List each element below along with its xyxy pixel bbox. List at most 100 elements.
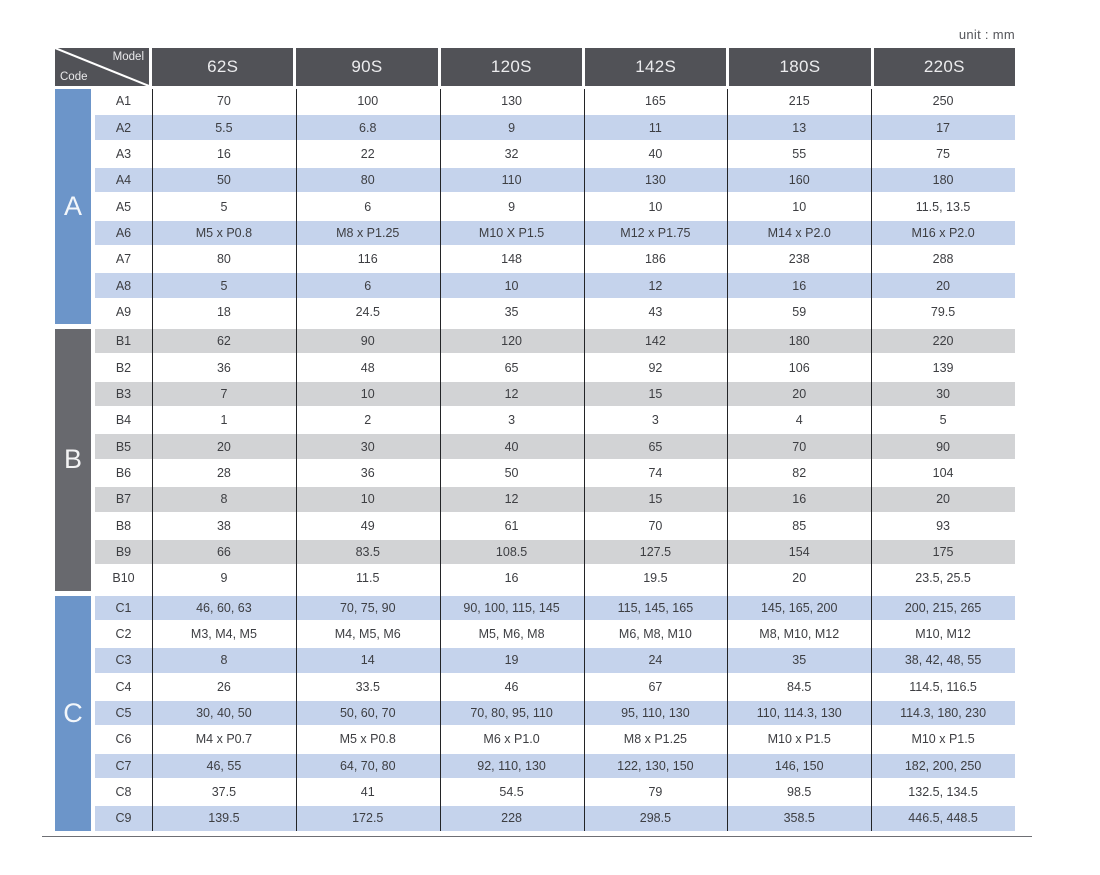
code-cell-B1: B1: [115, 334, 132, 349]
table-row-B10: B10 9 11.5 16 19.5 20 23.5, 25.5: [95, 566, 1015, 592]
value-cell-C3-220S: 38, 42, 48, 55: [904, 653, 982, 668]
row-background: B1 62 90 120 142 180 220: [95, 329, 1015, 354]
value-cell-C9-180S: 358.5: [783, 811, 815, 826]
value-cell-B10-180S: 20: [792, 571, 807, 586]
value-cell-C8-142S: 79: [648, 785, 663, 800]
value-cell-A1-120S: 130: [501, 94, 522, 109]
value-cell-A8-120S: 10: [504, 278, 519, 293]
value-cell-B2-90S: 48: [360, 360, 375, 375]
code-cell-A6: A6: [115, 225, 132, 240]
value-cell-B3-120S: 12: [504, 386, 519, 401]
code-cell-B8: B8: [115, 518, 132, 533]
table-row-B5: B5 20 30 40 65 70 90: [95, 434, 1015, 460]
value-cell-B6-220S: 104: [932, 465, 954, 480]
table-row-C3: C3 8 14 19 24 35 38, 42, 48, 55: [95, 648, 1015, 674]
value-cell-C9-90S: 172.5: [352, 811, 384, 826]
code-cell-A8: A8: [115, 278, 132, 293]
value-cell-B10-142S: 19.5: [643, 571, 668, 586]
section-sidebar-A: A: [55, 89, 91, 325]
value-cell-C1-120S: 90, 100, 115, 145: [463, 600, 560, 615]
value-cell-C1-62S: 46, 60, 63: [196, 600, 252, 615]
row-background: B3 7 10 12 15 20 30: [95, 381, 1015, 407]
row-background: C4 26 33.5 46 67 84.5 114.5, 116.5: [95, 674, 1015, 699]
row-background: C9 139.5 172.5 228 298.5 358.5 446.5, 448.5: [95, 806, 1015, 831]
value-cell-C4-142S: 67: [648, 679, 663, 694]
value-cell-C6-62S: M4 x P0.7: [195, 732, 253, 747]
row-background: C3 8 14 19 24 35 38, 42, 48, 55: [95, 648, 1015, 673]
value-cell-A9-62S: 18: [216, 304, 231, 319]
value-cell-A3-220S: 75: [936, 146, 950, 161]
value-cell-C1-142S: 115, 145, 165: [617, 600, 694, 615]
value-cell-B5-220S: 90: [936, 439, 950, 454]
row-background: A1 70 100 130 165 215 250: [95, 89, 1015, 114]
grid-vertical-line: [727, 89, 729, 831]
value-cell-B4-62S: 1: [220, 413, 228, 428]
table-row-C5: C5 30, 40, 50 50, 60, 70 70, 80, 95, 110 95,…: [95, 700, 1015, 727]
value-cell-C7-120S: 92, 110, 130: [477, 758, 546, 773]
model-code-corner-cell: Model Code: [55, 48, 149, 86]
value-cell-B9-62S: 66: [216, 545, 231, 560]
value-cell-A8-90S: 6: [364, 278, 372, 293]
value-cell-B7-180S: 16: [792, 492, 807, 507]
value-cell-C4-180S: 84.5: [787, 679, 812, 694]
value-cell-B9-142S: 127.5: [639, 545, 672, 560]
value-cell-A9-90S: 24.5: [355, 304, 380, 319]
table-row-B1: B1 62 90 120 142 180 220: [95, 329, 1015, 355]
table-row-A9: A9 18 24.5 35 43 59 79.5: [95, 299, 1015, 326]
value-cell-A5-120S: 9: [508, 199, 516, 214]
code-cell-C6: C6: [115, 732, 132, 747]
value-cell-C5-180S: 110, 114.3, 130: [756, 706, 842, 721]
value-cell-B4-220S: 5: [939, 413, 947, 428]
value-cell-A6-90S: M8 x P1.25: [336, 225, 400, 240]
code-cell-B6: B6: [115, 465, 132, 480]
value-cell-B1-90S: 90: [360, 334, 375, 349]
code-cell-A2: A2: [115, 120, 132, 135]
value-cell-C6-90S: M5 x P0.8: [339, 732, 396, 747]
row-background: C6 M4 x P0.7 M5 x P0.8 M6 x P1.0 M8 x P1.25 M…: [95, 727, 1015, 752]
value-cell-A4-220S: 180: [932, 173, 954, 188]
value-cell-A1-220S: 250: [932, 94, 954, 109]
value-cell-B4-90S: 2: [364, 413, 372, 428]
value-cell-B2-220S: 139: [932, 360, 954, 375]
value-cell-A1-180S: 215: [788, 94, 810, 109]
code-cell-B3: B3: [115, 386, 132, 401]
value-cell-C5-120S: 70, 80, 95, 110: [470, 706, 553, 721]
value-cell-A9-142S: 43: [648, 304, 663, 319]
row-background: C2 M3, M4, M5 M4, M5, M6 M5, M6, M8 M6, M8, …: [95, 621, 1015, 647]
value-cell-B6-90S: 36: [360, 465, 375, 480]
value-cell-A8-220S: 20: [936, 278, 950, 293]
table-row-C4: C4 26 33.5 46 67 84.5 114.5, 116.5: [95, 674, 1015, 701]
value-cell-B5-90S: 30: [360, 439, 375, 454]
unit-label: unit : mm: [958, 27, 1015, 42]
row-background: B9 66 83.5 108.5 127.5 154 175: [95, 539, 1015, 565]
value-cell-C1-180S: 145, 165, 200: [760, 600, 838, 615]
code-cell-C2: C2: [115, 627, 132, 642]
value-cell-C7-180S: 146, 150: [774, 758, 824, 773]
table-row-C8: C8 37.5 41 54.5 79 98.5 132.5, 134.5: [95, 779, 1015, 806]
value-cell-C7-90S: 64, 70, 80: [339, 758, 396, 773]
value-cell-C4-62S: 26: [216, 679, 231, 694]
value-cell-A3-180S: 55: [792, 146, 807, 161]
value-cell-C9-120S: 228: [501, 811, 522, 826]
value-cell-C3-142S: 24: [648, 653, 663, 668]
value-cell-B8-180S: 85: [792, 518, 807, 533]
value-cell-B3-180S: 20: [792, 386, 807, 401]
value-cell-C4-220S: 114.5, 116.5: [909, 679, 977, 694]
value-cell-A5-62S: 5: [220, 199, 228, 214]
value-cell-B4-120S: 3: [508, 413, 516, 428]
value-cell-A3-142S: 40: [648, 146, 663, 161]
diagonal-divider-line: [55, 48, 149, 86]
value-cell-C2-142S: M6, M8, M10: [618, 627, 692, 642]
value-cell-B7-220S: 20: [936, 492, 950, 507]
table-row-B8: B8 38 49 61 70 85 93: [95, 513, 1015, 540]
value-cell-B6-142S: 74: [648, 465, 663, 480]
value-cell-B10-90S: 11.5: [356, 571, 380, 586]
code-cell-A5: A5: [115, 199, 132, 214]
row-background: A9 18 24.5 35 43 59 79.5: [95, 299, 1015, 325]
code-cell-A7: A7: [115, 252, 132, 267]
value-cell-A1-142S: 165: [644, 94, 666, 109]
table-row-B7: B7 8 10 12 15 16 20: [95, 487, 1015, 513]
grid-vertical-line: [871, 89, 873, 831]
value-cell-C8-120S: 54.5: [499, 785, 524, 800]
value-cell-A9-220S: 79.5: [930, 304, 956, 319]
